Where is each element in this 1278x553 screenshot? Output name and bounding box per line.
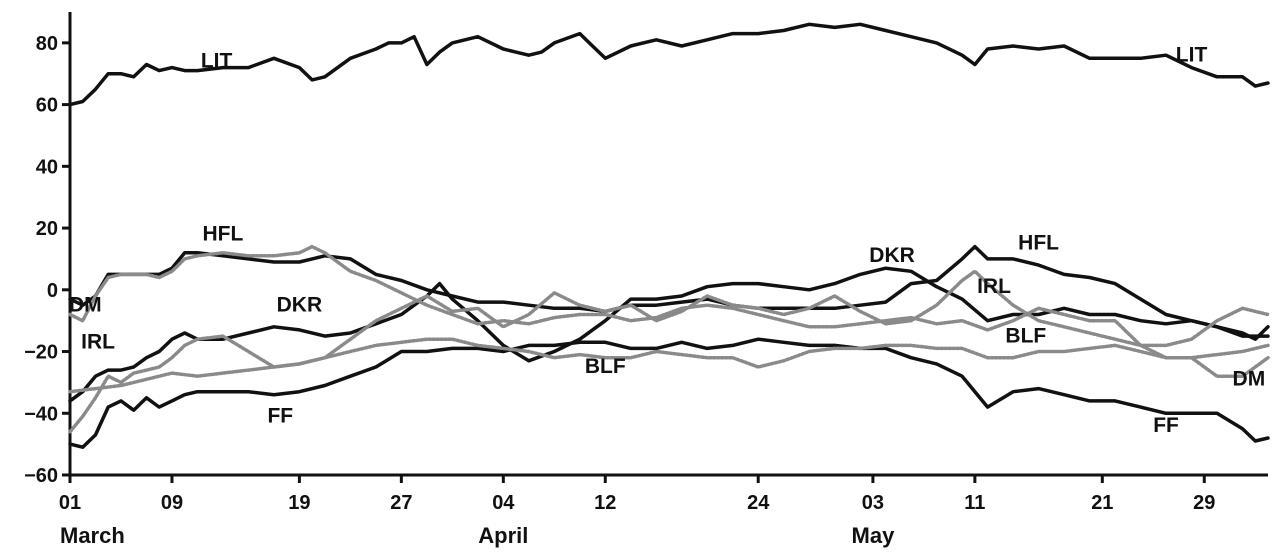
series-label-dkr: DKR: [277, 293, 323, 316]
y-tick-label: −20: [24, 342, 58, 364]
series-label-blf: BLF: [1005, 324, 1046, 347]
y-tick-label: 80: [36, 33, 58, 55]
month-labels-group: March April May: [60, 523, 895, 548]
y-tick-label: 0: [47, 280, 58, 302]
series-label-ff: FF: [267, 405, 293, 428]
series-label-dm: DM: [69, 293, 102, 316]
series-label-dm: DM: [1233, 367, 1266, 390]
x-ticks-group: 01 09 19 27 04 12 24 03 11 21 29: [59, 475, 1215, 514]
x-tick-label: 19: [288, 492, 310, 514]
series-lines-group: [68, 22, 1270, 449]
series-line-dkr: [68, 266, 1270, 403]
series-labels-group: LIT LIT HFL HFL DKR DKR FF FF BLF BLF DM DM IRL IRL: [69, 43, 1265, 436]
series-line-blf: [68, 337, 1270, 394]
x-tick-label: 03: [862, 492, 884, 514]
series-line-lit: [68, 22, 1270, 107]
y-tick-label: 20: [36, 218, 58, 240]
month-label: May: [852, 523, 896, 548]
series-label-irl: IRL: [977, 275, 1011, 298]
y-tick-label: −60: [24, 465, 58, 487]
month-label: March: [60, 523, 125, 548]
series-label-lit: LIT: [201, 50, 233, 73]
x-tick-label: 04: [492, 492, 515, 514]
y-tick-label: −40: [24, 403, 58, 425]
x-tick-label: 09: [161, 492, 183, 514]
series-label-hfl: HFL: [203, 222, 244, 245]
series-label-blf: BLF: [585, 355, 626, 378]
x-tick-label: 12: [594, 492, 616, 514]
y-ticks-group: −60 −40 −20 0 20 40 60 80: [24, 33, 70, 487]
series-label-lit: LIT: [1176, 43, 1208, 66]
series-line-dm: [68, 244, 1270, 378]
series-label-irl: IRL: [81, 330, 115, 353]
series-line-hfl: [68, 244, 1270, 341]
series-line-irl: [68, 269, 1270, 434]
y-tick-label: 40: [36, 156, 58, 178]
x-tick-label: 24: [747, 492, 770, 514]
series-label-ff: FF: [1153, 414, 1179, 437]
x-tick-label: 21: [1091, 492, 1113, 514]
x-tick-label: 11: [964, 492, 985, 514]
x-tick-label: 27: [390, 492, 412, 514]
series-label-dkr: DKR: [869, 244, 915, 267]
axes-group: [68, 12, 1268, 477]
x-tick-label: 29: [1193, 492, 1215, 514]
x-tick-label: 01: [59, 492, 81, 514]
series-label-hfl: HFL: [1018, 232, 1059, 255]
series-line-ff: [68, 337, 1270, 449]
month-label: April: [478, 523, 528, 548]
y-tick-label: 60: [36, 95, 58, 117]
